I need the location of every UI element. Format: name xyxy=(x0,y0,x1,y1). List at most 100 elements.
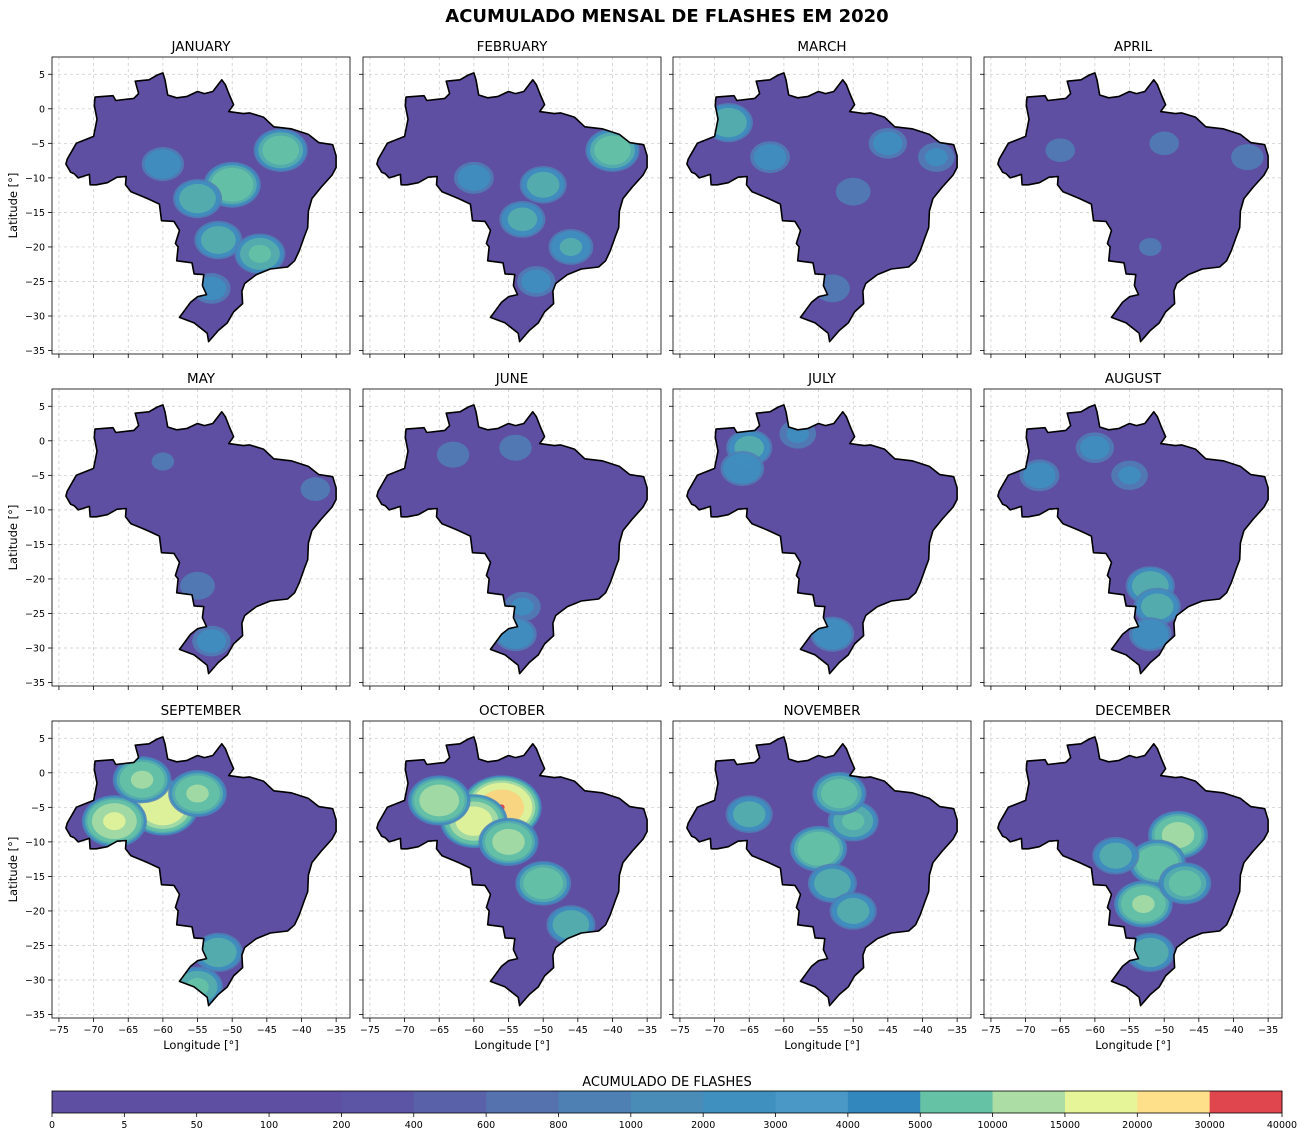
x-tick-label: −60 xyxy=(153,1025,173,1036)
x-axis-label: Longitude [°] xyxy=(1095,1038,1171,1052)
x-tick-label: −65 xyxy=(429,1025,449,1036)
y-tick-label: 5 xyxy=(39,402,45,413)
y-tick-label: −35 xyxy=(25,678,45,689)
country-outline xyxy=(65,736,337,1007)
hotspot xyxy=(917,142,955,172)
country-fill xyxy=(997,72,1269,342)
axes-frame xyxy=(983,56,1283,355)
colorbar-tick-label: 100 xyxy=(260,1120,278,1131)
colorbar-tick-label: 5 xyxy=(121,1120,127,1131)
y-axis-label: Latitude [°] xyxy=(6,505,20,571)
panel-title: FEBRUARY xyxy=(477,39,549,55)
country-outline xyxy=(997,736,1269,1007)
panel-title: NOVEMBER xyxy=(783,703,860,719)
x-tick-label: −55 xyxy=(1120,1025,1140,1036)
x-tick-label: −70 xyxy=(84,1025,104,1036)
x-axis-label: Longitude [°] xyxy=(163,1038,239,1052)
y-tick-label: −20 xyxy=(25,242,45,253)
hotspot xyxy=(1045,138,1076,163)
hotspot xyxy=(300,477,331,501)
colorbar-frame xyxy=(51,1090,1283,1114)
colorbar-segment xyxy=(920,1091,994,1113)
hotspot xyxy=(1019,459,1060,492)
hotspot xyxy=(810,616,855,652)
map-panel: OCTOBER −75 −70 −65 −60 −55 −50 −45 −40 −35 Longit… xyxy=(359,703,662,1052)
hotspot xyxy=(407,775,471,826)
hotspot xyxy=(173,178,223,219)
panel-title: JUNE xyxy=(495,371,529,387)
hotspot xyxy=(234,233,286,275)
y-tick-label: −5 xyxy=(31,139,45,150)
x-tick-label: −50 xyxy=(843,1025,863,1036)
x-tick-label: −35 xyxy=(1258,1025,1278,1036)
colorbar-tick-label: 3000 xyxy=(763,1120,787,1131)
colorbar-segment xyxy=(269,1091,342,1113)
y-tick-label: −35 xyxy=(25,1010,45,1021)
axes-frame xyxy=(672,388,972,687)
hotspot xyxy=(193,932,243,973)
hotspot xyxy=(478,817,539,866)
axes-frame xyxy=(51,720,351,1019)
hotspot xyxy=(835,177,871,206)
y-tick-label: −25 xyxy=(25,941,45,952)
hotspot xyxy=(515,860,572,906)
colorbar-segment xyxy=(1209,1091,1283,1113)
hotspot xyxy=(789,825,848,872)
country-outline xyxy=(65,404,337,675)
y-tick-label: 5 xyxy=(39,734,45,745)
colorbar-segment xyxy=(992,1091,1066,1113)
panel-title: JANUARY xyxy=(171,39,232,55)
x-tick-label: −45 xyxy=(257,1025,277,1036)
y-tick-label: −35 xyxy=(25,346,45,357)
colorbar-segment xyxy=(52,1091,125,1113)
map-panel: JULY xyxy=(669,371,972,690)
y-tick-label: 0 xyxy=(39,768,45,779)
map-panel: MAY 5 0 −5 −10 −15 −20 −25 −30 −35 Latitude [°] xyxy=(6,371,351,690)
hotspot xyxy=(812,771,867,816)
hotspot xyxy=(180,571,215,600)
hotspot xyxy=(172,966,223,1006)
y-tick-label: −30 xyxy=(25,644,45,655)
hotspot xyxy=(517,266,556,297)
hotspot xyxy=(1125,932,1175,973)
colorbar-segment xyxy=(341,1091,415,1113)
axes-frame xyxy=(51,56,351,355)
colorbar-segment xyxy=(1064,1091,1138,1113)
y-tick-label: 5 xyxy=(39,70,45,81)
axes-frame xyxy=(672,720,972,1019)
colorbar-tick-label: 0 xyxy=(49,1120,55,1131)
hotspot xyxy=(1075,432,1115,464)
y-tick-label: −30 xyxy=(25,976,45,987)
x-tick-label: −35 xyxy=(947,1025,967,1036)
axes-frame xyxy=(983,720,1283,1019)
colorbar-segment xyxy=(775,1091,849,1113)
y-tick-label: −20 xyxy=(25,574,45,585)
y-tick-label: −5 xyxy=(31,803,45,814)
map-panel: AUGUST xyxy=(980,371,1283,690)
hotspot xyxy=(1231,144,1264,171)
hotspot xyxy=(585,128,640,172)
country-outline xyxy=(686,736,958,1007)
hotspot xyxy=(1114,880,1173,928)
panel-title: APRIL xyxy=(1114,39,1153,55)
panel-title: MARCH xyxy=(797,39,846,55)
x-tick-label: −45 xyxy=(878,1025,898,1036)
hotspot xyxy=(194,220,243,260)
x-tick-label: −40 xyxy=(602,1025,622,1036)
panel-title: JULY xyxy=(807,371,837,387)
axes-frame xyxy=(51,388,351,687)
x-tick-label: −35 xyxy=(326,1025,346,1036)
y-tick-label: −10 xyxy=(25,837,45,848)
panel-title: MAY xyxy=(187,371,216,387)
map-panel: JANUARY 5 0 −5 −10 −15 −20 −25 −30 −35 Latitude [°… xyxy=(6,39,351,358)
colorbar-segment xyxy=(196,1091,270,1113)
colorbar-tick-label: 5000 xyxy=(908,1120,932,1131)
colorbar-tick-label: 4000 xyxy=(836,1120,860,1131)
colorbar-segment xyxy=(413,1091,487,1113)
x-tick-label: −45 xyxy=(1189,1025,1209,1036)
colorbar-tick-label: 400 xyxy=(405,1120,423,1131)
y-axis-label: Latitude [°] xyxy=(6,173,20,239)
map-panel: FEBRUARY xyxy=(359,39,662,358)
axes-frame xyxy=(362,720,662,1019)
x-tick-label: −55 xyxy=(188,1025,208,1036)
